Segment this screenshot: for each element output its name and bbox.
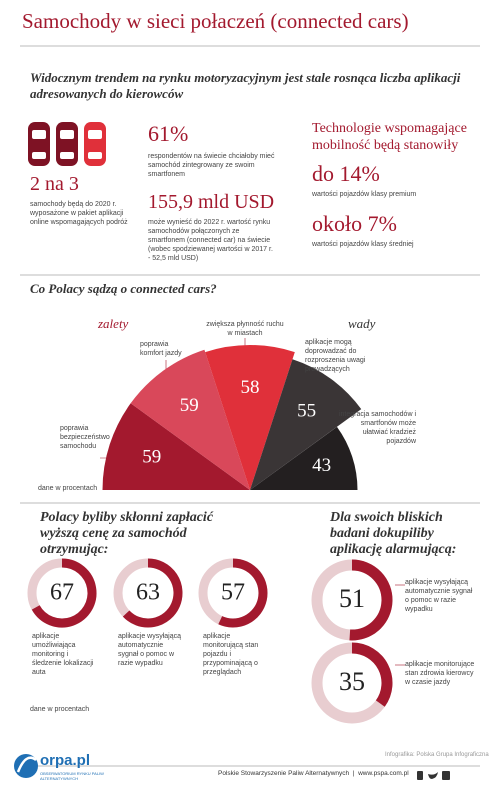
- intro: Widocznym trendem na rynku motoryzacyjny…: [30, 70, 461, 101]
- donut-arc: [218, 558, 268, 628]
- cars-text: samochody będą do 2020 r. wyposażone w p…: [30, 201, 128, 226]
- stat-value: 61%: [148, 121, 189, 146]
- donut-arc: [31, 558, 97, 628]
- stat-text: respondentów na świecie chciałoby mieć s…: [148, 153, 275, 178]
- website: www.pspa.com.pl: [358, 770, 409, 777]
- organization: Polskie Stowarzyszenie Paliw Alternatywn…: [218, 770, 350, 777]
- donut-label: aplikacje monitorującą stan pojazdu i pr…: [203, 633, 259, 676]
- fan-value: 55: [297, 400, 316, 421]
- donut-label: aplikacje wysyłającą automatycznie sygna…: [118, 633, 182, 667]
- fan-segment: [130, 349, 250, 490]
- stat-value: 155,9 mld USD: [148, 191, 275, 213]
- fan-value: 43: [312, 455, 331, 476]
- segment-label: zwiększa płynność ruchu w miastach: [206, 321, 284, 337]
- donut-value: 57: [221, 580, 245, 606]
- donut-label: aplikacje monitorujące stan zdrowia kier…: [405, 661, 475, 686]
- social-icons: [417, 771, 450, 780]
- title: Samochody w sieci połaczeń (connected ca…: [22, 9, 409, 33]
- donut-value: 63: [136, 580, 160, 606]
- segment-label: aplikacje mogą doprowadzać do rozproszen…: [305, 339, 366, 373]
- tech-value: do 14%: [312, 161, 380, 186]
- section-title: Co Polacy sądzą o connected cars?: [30, 281, 217, 296]
- fan-value: 59: [142, 446, 161, 467]
- segment-label: poprawia bezpieczeństwo samochodu: [60, 425, 110, 450]
- fan-segment: [250, 426, 358, 490]
- fan-segment: [205, 345, 295, 490]
- segment-label: poprawia komfort jazdy: [140, 341, 182, 357]
- tech-title: Technologie wspomagające mobilność będą …: [312, 121, 467, 153]
- donut-value: 35: [339, 667, 365, 696]
- cars-value: 2 na 3: [30, 173, 79, 195]
- credit: Infografika: Polska Grupa Infograficzna: [385, 752, 489, 758]
- logo-text: orpa.pl: [40, 752, 91, 769]
- donut-label: aplikacje umożliwiająca monitoring i śle…: [32, 633, 94, 676]
- note: dane w procentach: [38, 485, 98, 492]
- donut-arc: [122, 558, 183, 628]
- fan-value: 59: [180, 395, 199, 416]
- car-icons: [28, 122, 106, 166]
- cons-label: wady: [348, 316, 376, 331]
- donut-arc: [351, 642, 393, 707]
- footer-line: Polskie Stowarzyszenie Paliw Alternatywn…: [218, 770, 409, 777]
- logo-mark: [14, 754, 38, 778]
- stat-text: może wynieść do 2022 r. wartość rynku sa…: [148, 219, 273, 262]
- section-title: Dla swoich bliskich badani dokupiliby ap…: [330, 510, 457, 557]
- fan-segment: [102, 403, 250, 490]
- tech-text: wartości pojazdów klasy średniej: [312, 241, 414, 248]
- pros-label: zalety: [98, 316, 129, 331]
- tech-value: około 7%: [312, 211, 397, 236]
- tech-text: wartości pojazdów klasy premium: [312, 191, 417, 198]
- section-title: Polacy byliby skłonni zapłacić wyższą ce…: [40, 510, 214, 557]
- donut-arc: [349, 559, 393, 641]
- segment-label: integracja samochodów i smartfonów może …: [338, 411, 416, 445]
- donut-value: 51: [339, 584, 365, 613]
- donut-label: aplikacje wysyłającą automatycznie sygna…: [405, 579, 473, 613]
- fan-segment: [250, 359, 362, 490]
- note: dane w procentach: [30, 706, 90, 713]
- separator: |: [352, 770, 355, 777]
- donut-value: 67: [50, 580, 74, 606]
- logo-sub: OBSERWATORIUM RYNKU PALIW ALTERNATYWNYCH: [40, 771, 104, 781]
- fan-value: 58: [241, 377, 260, 398]
